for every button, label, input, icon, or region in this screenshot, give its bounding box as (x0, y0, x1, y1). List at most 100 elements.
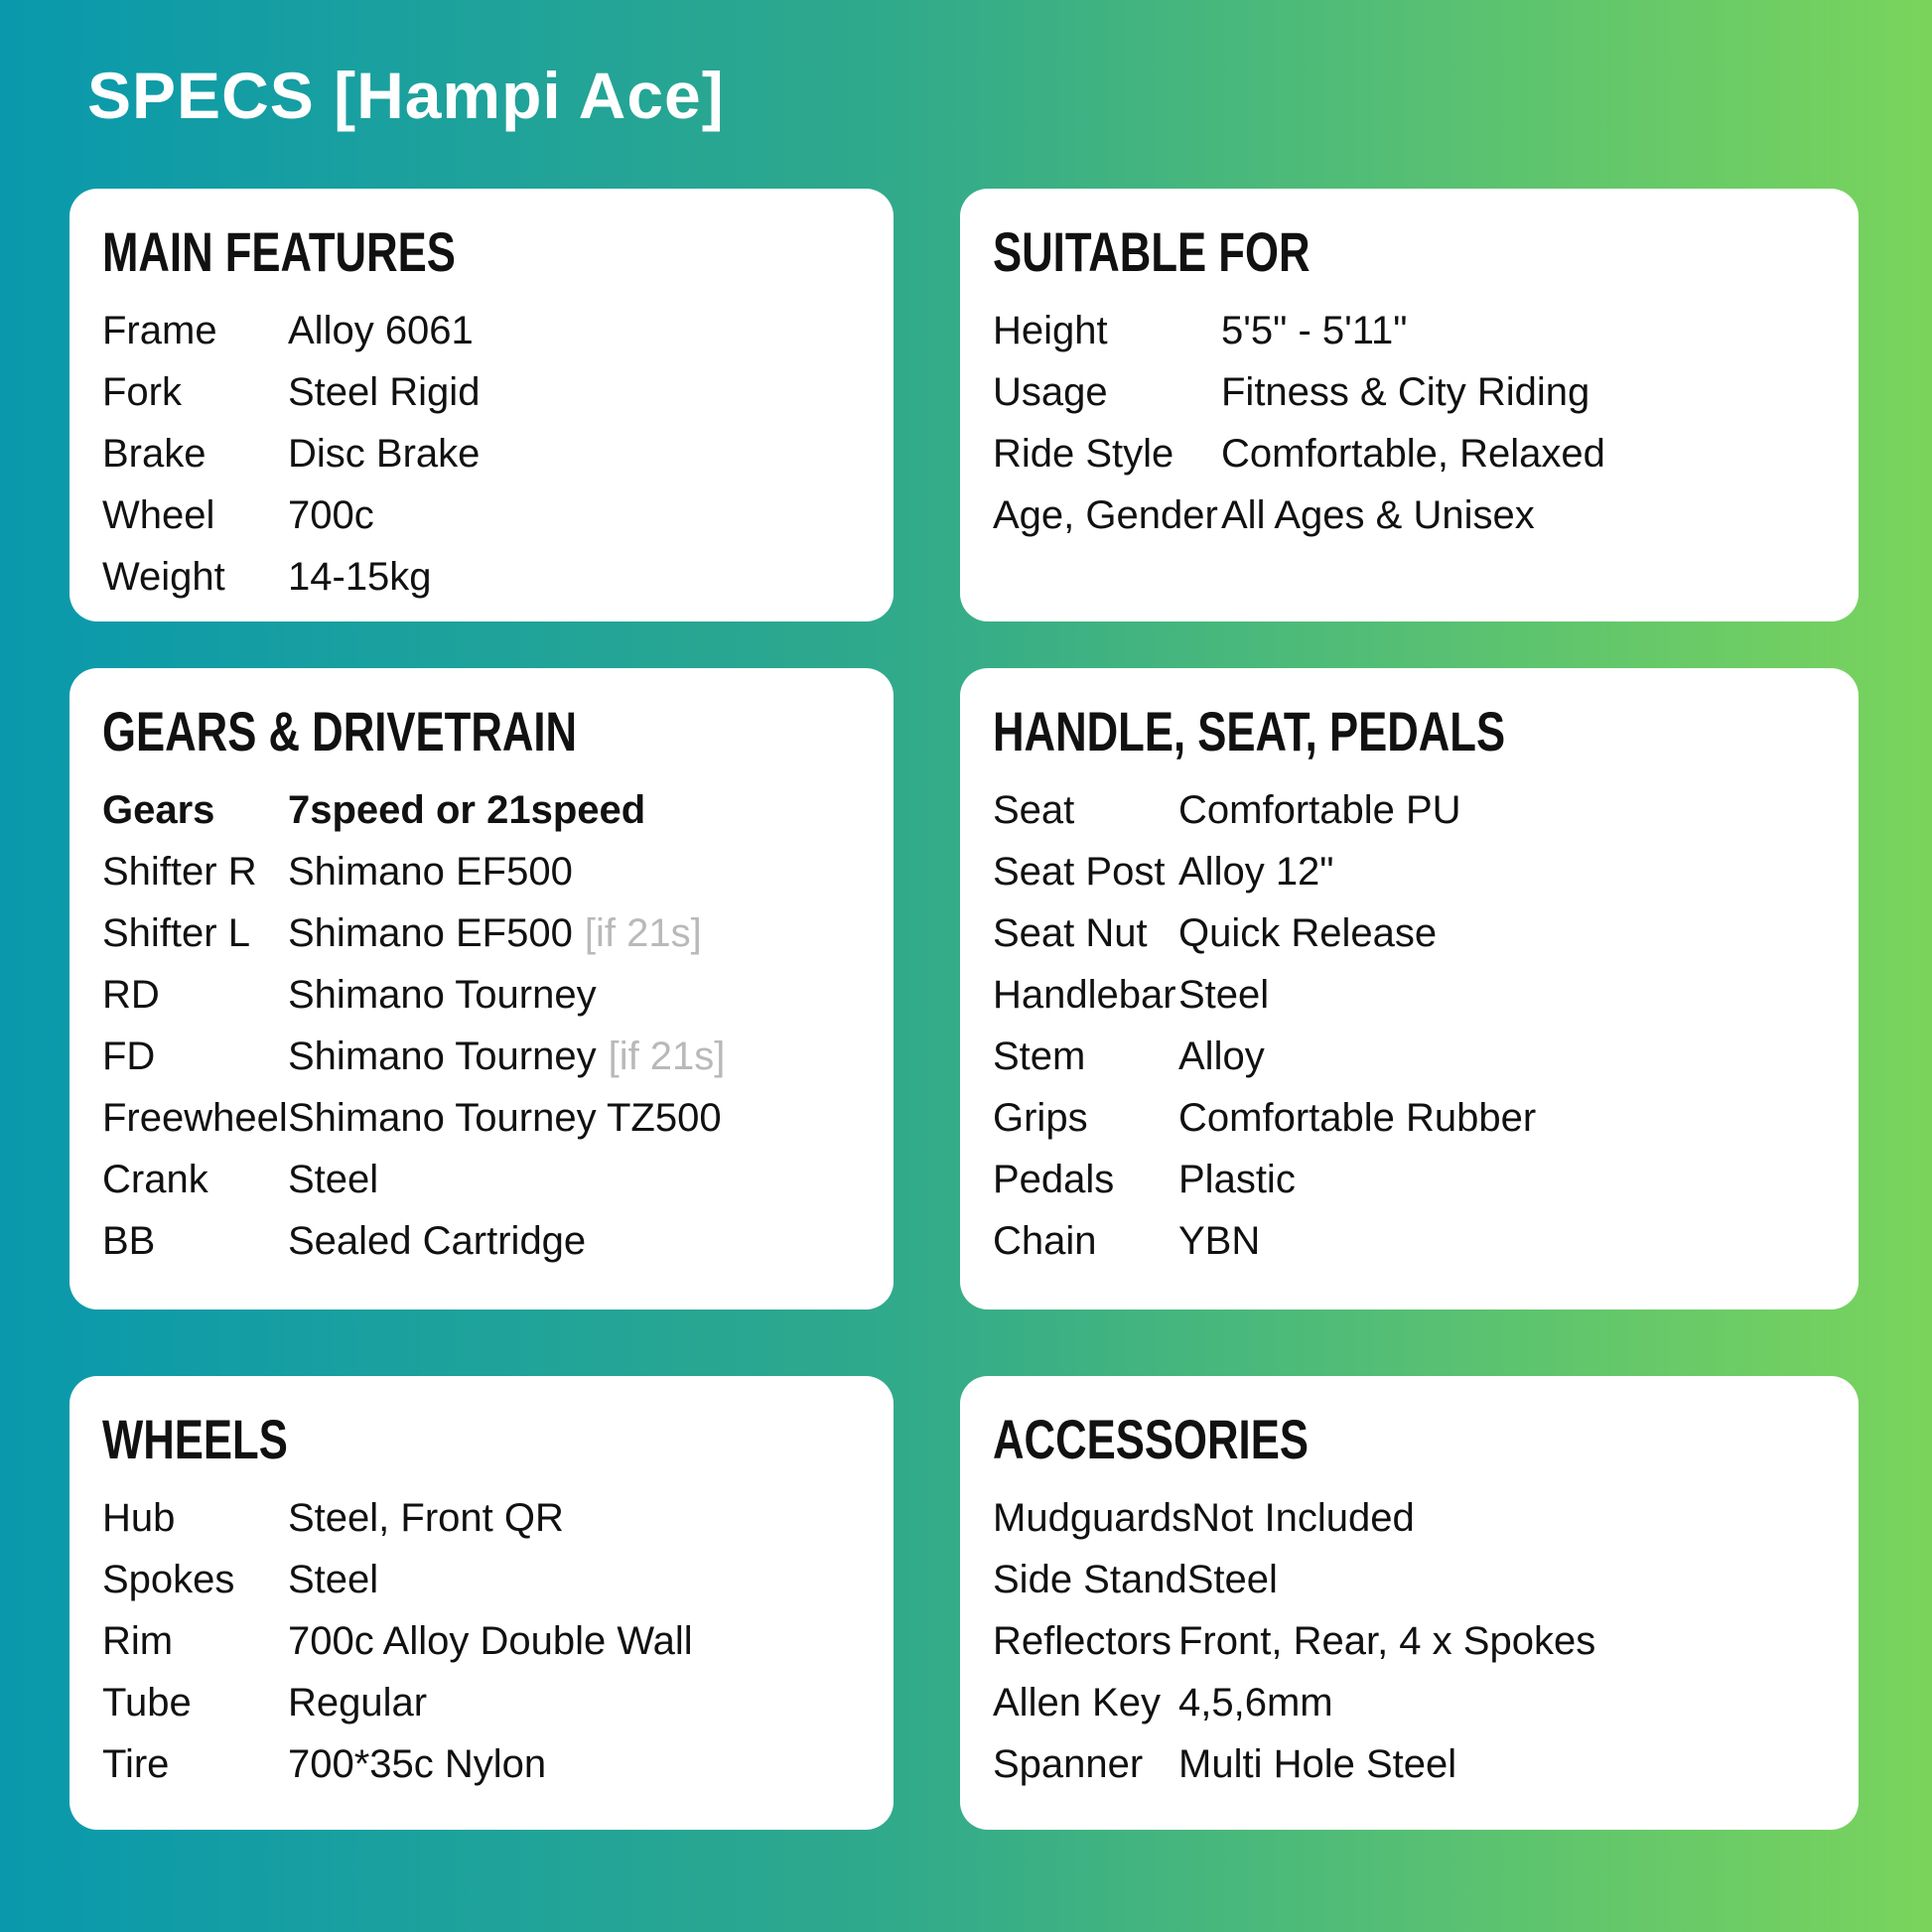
spec-row: Age, Gender All Ages & Unisex (993, 484, 1826, 546)
spec-rows-handle-seat-pedals: Seat Comfortable PU Seat Post Alloy 12" Seat… (993, 779, 1826, 1272)
spec-label: Seat (993, 787, 1075, 832)
card-wheels: WHEELS Hub Steel, Front QR Spokes Steel Rim 7… (69, 1376, 894, 1830)
spec-row: Height 5'5" - 5'11" (993, 300, 1826, 361)
spec-label: Brake (102, 431, 207, 476)
card-handle-seat-pedals: HANDLE, SEAT, PEDALS Seat Comfortable PU S… (960, 668, 1859, 1310)
spec-row: Spanner Multi Hole Steel (993, 1733, 1826, 1795)
spec-row: Tube Regular (102, 1672, 861, 1733)
spec-row: Brake Disc Brake (102, 423, 861, 484)
spec-value: Alloy 12" (1178, 849, 1334, 894)
card-title-suitable-for: SUITABLE FOR (993, 220, 1311, 283)
spec-label: Mudguards (993, 1495, 1192, 1540)
spec-value: Comfortable Rubber (1178, 1095, 1537, 1140)
spec-row: Wheel 700c (102, 484, 861, 546)
spec-value: Steel (1186, 1557, 1278, 1601)
spec-value: YBN (1178, 1218, 1261, 1263)
spec-label: FD (102, 1034, 156, 1078)
spec-value: Regular (288, 1680, 428, 1725)
spec-label: Shifter L (102, 910, 250, 955)
spec-value: All Ages & Unisex (1221, 492, 1535, 537)
spec-value: Comfortable PU (1178, 787, 1461, 832)
spec-label: Side Stand (993, 1557, 1187, 1601)
spec-label: Stem (993, 1034, 1086, 1078)
spec-label: Gears (102, 787, 215, 832)
card-main-features: MAIN FEATURES Frame Alloy 6061 Fork Steel R… (69, 189, 894, 621)
spec-value: Fitness & City Riding (1221, 369, 1590, 414)
spec-value: Steel (1178, 972, 1270, 1017)
spec-value: 14-15kg (288, 554, 432, 599)
spec-value: Front, Rear, 4 x Spokes (1178, 1618, 1596, 1663)
spec-label: Height (993, 308, 1108, 352)
spec-label: Grips (993, 1095, 1088, 1140)
spec-value: 7speed or 21speed (288, 787, 646, 832)
spec-row: Shifter L Shimano EF500 [if 21s] (102, 902, 861, 964)
spec-value: Sealed Cartridge (288, 1218, 587, 1263)
spec-value: Disc Brake (288, 431, 481, 476)
page-title: SPECS [Hampi Ace] (87, 59, 725, 132)
spec-row: Hub Steel, Front QR (102, 1487, 861, 1549)
spec-value: Shimano EF500 (288, 849, 573, 894)
spec-value: 700c (288, 492, 374, 537)
card-title-handle-seat-pedals: HANDLE, SEAT, PEDALS (993, 700, 1506, 762)
spec-row: Chain YBN (993, 1210, 1826, 1272)
spec-label: Allen Key (993, 1680, 1161, 1725)
card-title-main-features: MAIN FEATURES (102, 220, 456, 283)
spec-label: Pedals (993, 1157, 1115, 1201)
spec-row: Seat Nut Quick Release (993, 902, 1826, 964)
spec-row: Seat Comfortable PU (993, 779, 1826, 841)
spec-label: Spokes (102, 1557, 235, 1601)
spec-row: Spokes Steel (102, 1549, 861, 1610)
spec-row: Stem Alloy (993, 1026, 1826, 1087)
spec-row: Pedals Plastic (993, 1149, 1826, 1210)
spec-row: RD Shimano Tourney (102, 964, 861, 1026)
spec-label: Seat Nut (993, 910, 1148, 955)
spec-value: 700c Alloy Double Wall (288, 1618, 693, 1663)
spec-value: Plastic (1178, 1157, 1296, 1201)
spec-row: Rim 700c Alloy Double Wall (102, 1610, 861, 1672)
spec-label: Spanner (993, 1741, 1144, 1786)
spec-row: Freewheel Shimano Tourney TZ500 (102, 1087, 861, 1149)
spec-rows-main-features: Frame Alloy 6061 Fork Steel Rigid Brake Disc … (102, 300, 861, 608)
spec-row: Tire 700*35c Nylon (102, 1733, 861, 1795)
card-title-wheels: WHEELS (102, 1408, 288, 1470)
spec-row: Fork Steel Rigid (102, 361, 861, 423)
spec-row: Weight 14-15kg (102, 546, 861, 608)
spec-label: Rim (102, 1618, 174, 1663)
spec-rows-suitable-for: Height 5'5" - 5'11" Usage Fitness & City Ri… (993, 300, 1826, 546)
spec-label: Age, Gender (993, 492, 1218, 537)
spec-value: Alloy (1178, 1034, 1265, 1078)
spec-value: Not Included (1191, 1495, 1415, 1540)
spec-value: Shimano Tourney (288, 972, 597, 1017)
spec-label: Tire (102, 1741, 170, 1786)
spec-label: Hub (102, 1495, 176, 1540)
card-accessories: ACCESSORIES Mudguards Not Included Side St… (960, 1376, 1859, 1830)
spec-row: Gears 7speed or 21speed (102, 779, 861, 841)
spec-row: Frame Alloy 6061 (102, 300, 861, 361)
spec-row: Grips Comfortable Rubber (993, 1087, 1826, 1149)
spec-value: Alloy 6061 (288, 308, 474, 352)
spec-label: Freewheel (102, 1095, 288, 1140)
card-title-accessories: ACCESSORIES (993, 1408, 1309, 1470)
spec-label: Tube (102, 1680, 192, 1725)
spec-value: Comfortable, Relaxed (1221, 431, 1605, 476)
spec-row: FD Shimano Tourney [if 21s] (102, 1026, 861, 1087)
spec-label: RD (102, 972, 160, 1017)
spec-rows-accessories: Mudguards Not Included Side Stand Steel Refl… (993, 1487, 1826, 1795)
card-gears-drivetrain: GEARS & DRIVETRAIN Gears 7speed or 21spee… (69, 668, 894, 1310)
spec-rows-wheels: Hub Steel, Front QR Spokes Steel Rim 700c All… (102, 1487, 861, 1795)
spec-note: [if 21s] (584, 910, 702, 955)
spec-value: Steel, Front QR (288, 1495, 564, 1540)
spec-label: BB (102, 1218, 156, 1263)
spec-row: Usage Fitness & City Riding (993, 361, 1826, 423)
spec-note: [if 21s] (608, 1034, 726, 1078)
spec-rows-gears-drivetrain: Gears 7speed or 21speed Shifter R Shimano E… (102, 779, 861, 1272)
spec-label: Frame (102, 308, 217, 352)
spec-row: Side Stand Steel (993, 1549, 1826, 1610)
spec-value: Quick Release (1178, 910, 1438, 955)
spec-label: Crank (102, 1157, 208, 1201)
spec-row: Reflectors Front, Rear, 4 x Spokes (993, 1610, 1826, 1672)
spec-label: Wheel (102, 492, 215, 537)
spec-row: Ride Style Comfortable, Relaxed (993, 423, 1826, 484)
spec-value: 5'5" - 5'11" (1221, 308, 1408, 352)
card-title-gears-drivetrain: GEARS & DRIVETRAIN (102, 700, 578, 762)
